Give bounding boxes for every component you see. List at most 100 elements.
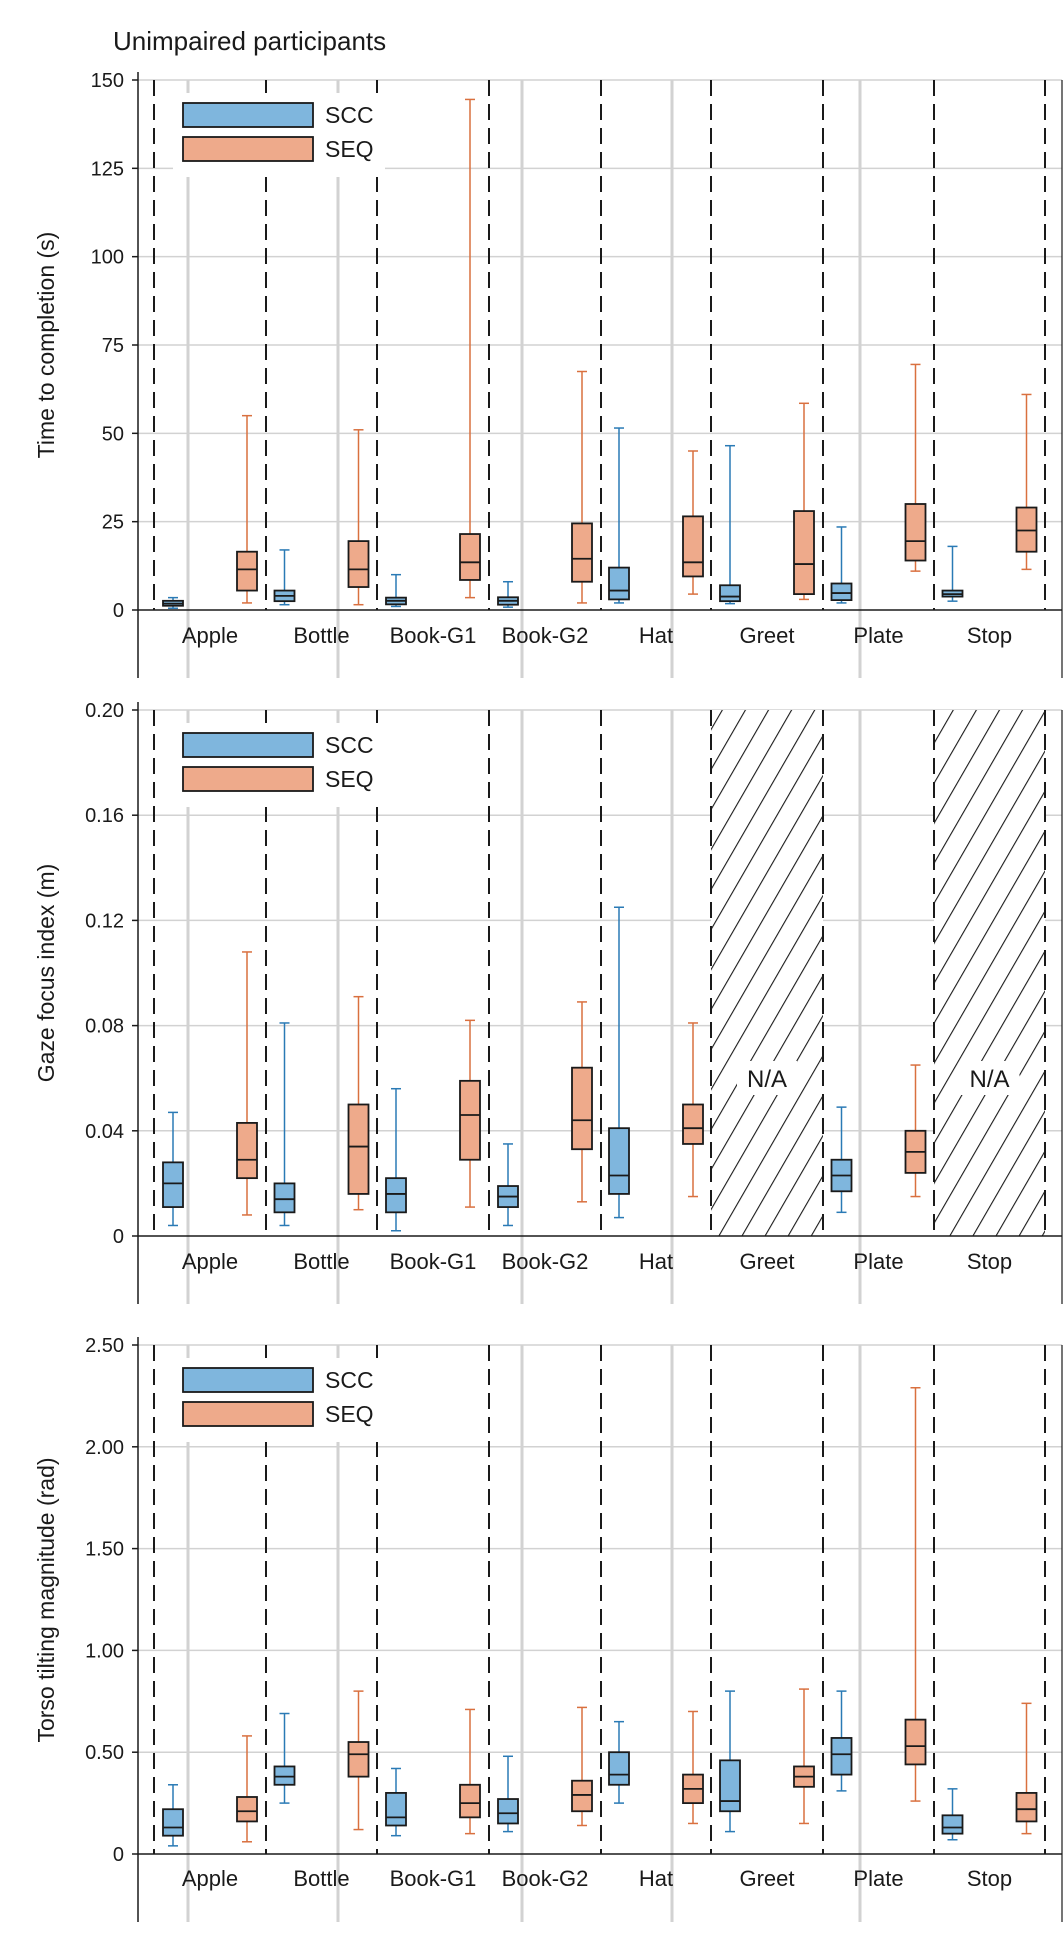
scc-iqr-box [497, 1798, 519, 1825]
scc-box-stop [941, 1788, 964, 1841]
y-tick-label: 25 [102, 512, 124, 534]
seq-box-book-g1 [459, 1019, 481, 1208]
seq-iqr-box [459, 533, 481, 581]
category-label: Apple [182, 1249, 238, 1274]
na-label: N/A [747, 1066, 787, 1093]
legend-label-scc: SCC [325, 1367, 374, 1393]
figure-title: Unimpaired participants [113, 26, 386, 56]
scc-box-stop [941, 545, 964, 602]
category-label: Stop [967, 623, 1012, 648]
scc-box-plate [830, 526, 853, 604]
y-tick-label: 0 [113, 1226, 124, 1248]
scc-box-book-g1 [385, 573, 407, 608]
category-label: Greet [739, 1866, 794, 1891]
seq-iqr-box [236, 550, 258, 592]
na-hatch-region [711, 710, 823, 1236]
scc-iqr-box [830, 1737, 853, 1776]
category-label: Bottle [293, 1249, 349, 1274]
category-label: Book-G2 [502, 623, 589, 648]
scc-iqr-box [273, 1765, 296, 1786]
seq-box-plate [904, 1387, 927, 1802]
scc-box-book-g1 [385, 1767, 407, 1837]
scc-box-greet [719, 444, 741, 605]
legend-label-scc: SCC [325, 102, 374, 128]
seq-box-stop [1015, 1702, 1038, 1835]
legend-swatch-scc [182, 732, 314, 758]
scc-box-apple [162, 1111, 184, 1227]
y-tick-label: 0.04 [85, 1121, 124, 1143]
seq-box-plate [904, 1064, 927, 1198]
category-label: Plate [853, 623, 903, 648]
seq-box-hat [682, 450, 704, 595]
scc-iqr-box [385, 1792, 407, 1827]
category-label: Book-G1 [390, 1866, 477, 1891]
category-label: Greet [739, 623, 794, 648]
scc-iqr-box [608, 566, 630, 601]
y-tick-label: 0.12 [85, 910, 124, 932]
seq-box-hat [682, 1710, 704, 1825]
y-tick-label: 50 [102, 423, 124, 445]
na-hatch-region [934, 710, 1045, 1236]
category-label: Book-G2 [502, 1249, 589, 1274]
chart-panel-1: 0 25 50 75 100 125 150 Apple Bottle Book-G1 Book-G… [33, 70, 1063, 678]
y-tick-label: 150 [91, 70, 124, 92]
scc-box-plate [830, 1690, 853, 1792]
chart-panel-2: 0 0.04 0.08 0.12 0.16 0.20 N/A N/A Apple Bottle Bo… [33, 700, 1063, 1304]
seq-iqr-box [236, 1796, 258, 1823]
seq-iqr-box [1015, 1792, 1038, 1823]
category-label: Bottle [293, 623, 349, 648]
category-label: Hat [639, 1249, 673, 1274]
scc-box-book-g2 [497, 1143, 519, 1227]
seq-box-stop [1015, 393, 1038, 571]
category-label: Hat [639, 623, 673, 648]
chart-panel-3: 0 0.50 1.00 1.50 2.00 2.50 Apple Bottle Book-G1 B… [33, 1335, 1063, 1922]
scc-iqr-box [608, 1127, 630, 1195]
y-tick-label: 0.20 [85, 700, 124, 722]
scc-box-hat [608, 1720, 630, 1804]
category-label: Book-G1 [390, 623, 477, 648]
seq-box-apple [236, 414, 258, 604]
seq-iqr-box [347, 540, 370, 588]
category-label: Hat [639, 1866, 673, 1891]
seq-box-bottle [347, 1690, 370, 1831]
seq-box-book-g2 [571, 1001, 593, 1203]
scc-box-hat [608, 427, 630, 604]
y-tick-label: 1.00 [85, 1640, 124, 1662]
seq-iqr-box [571, 1779, 593, 1813]
seq-box-book-g2 [571, 370, 593, 604]
y-tick-label: 75 [102, 335, 124, 357]
y-tick-label: 0.16 [85, 805, 124, 827]
category-label: Bottle [293, 1866, 349, 1891]
seq-box-plate [904, 363, 927, 572]
scc-box-apple [162, 596, 184, 609]
scc-box-book-g2 [497, 580, 519, 608]
scc-iqr-box [719, 584, 741, 603]
y-tick-label: 0.08 [85, 1016, 124, 1038]
category-label: Apple [182, 1866, 238, 1891]
seq-box-book-g2 [571, 1706, 593, 1827]
seq-box-hat [682, 1022, 704, 1198]
y-tick-label: 1.50 [85, 1539, 124, 1561]
seq-iqr-box [347, 1103, 370, 1195]
y-tick-label: 100 [91, 247, 124, 269]
category-label: Book-G1 [390, 1249, 477, 1274]
scc-iqr-box [608, 1751, 630, 1786]
scc-iqr-box [162, 1161, 184, 1208]
legend-label-scc: SCC [325, 732, 374, 758]
na-label: N/A [969, 1066, 1009, 1093]
category-label: Plate [853, 1249, 903, 1274]
y-axis-label: Gaze focus index (m) [33, 864, 59, 1083]
y-axis-label: Time to completion (s) [33, 232, 59, 459]
seq-iqr-box [347, 1741, 370, 1778]
category-label: Apple [182, 623, 238, 648]
seq-iqr-box [904, 503, 927, 562]
scc-box-book-g1 [385, 1087, 407, 1232]
seq-iqr-box [571, 1066, 593, 1151]
scc-iqr-box [385, 1177, 407, 1214]
seq-box-book-g1 [459, 98, 481, 599]
legend-swatch-seq [182, 136, 314, 162]
scc-iqr-box [162, 1808, 184, 1837]
seq-box-greet [793, 1688, 815, 1825]
